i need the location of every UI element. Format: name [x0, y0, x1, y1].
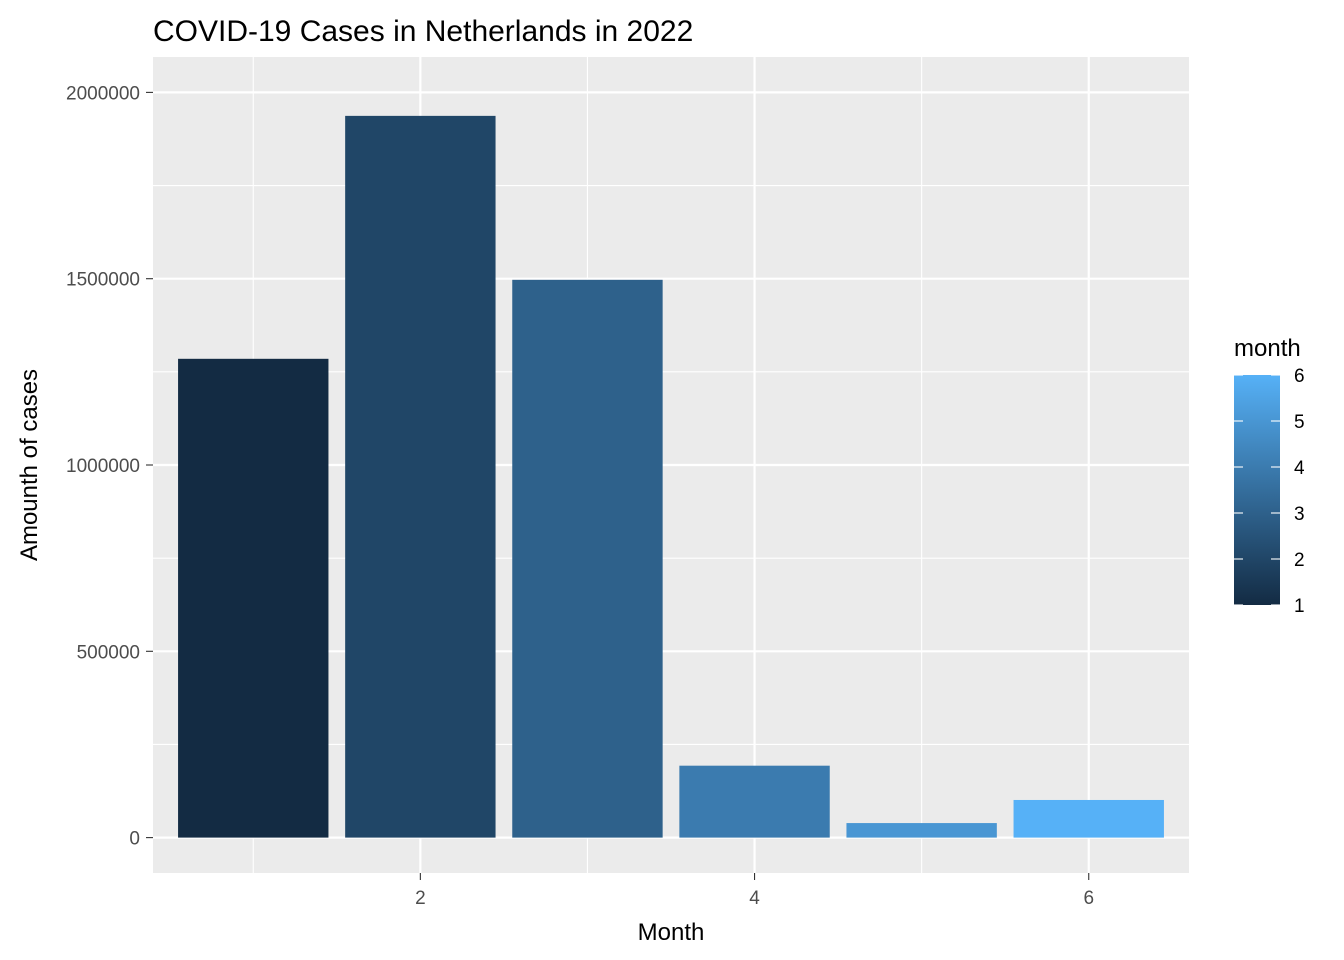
- bar-month-2: [345, 115, 496, 838]
- bars: [178, 115, 1164, 838]
- legend: month 1 2 3 4 5 6: [1234, 335, 1305, 617]
- chart-title: COVID-19 Cases in Netherlands in 2022: [153, 15, 693, 48]
- y-tick-label: 500000: [77, 642, 140, 663]
- bar-month-1: [178, 358, 329, 838]
- bar-month-5: [846, 823, 997, 838]
- legend-title: month: [1234, 335, 1301, 362]
- x-tick-label: 4: [749, 888, 760, 909]
- x-axis-label: Month: [638, 919, 705, 946]
- y-axis-label: Amounth of cases: [16, 369, 43, 561]
- legend-tick-label: 5: [1294, 412, 1305, 433]
- y-tick-label: 0: [129, 829, 140, 850]
- legend-tick-label: 1: [1294, 596, 1305, 617]
- legend-tick-label: 2: [1294, 550, 1305, 571]
- legend-tick-label: 3: [1294, 504, 1305, 525]
- legend-tick-label: 6: [1294, 366, 1305, 387]
- legend-colorbar: [1234, 375, 1280, 605]
- axes: 0 500000 1000000 1500000 2000000 2 4 6: [66, 83, 1094, 909]
- x-tick-label: 2: [415, 888, 426, 909]
- bar-month-4: [679, 765, 830, 838]
- bar-month-6: [1013, 799, 1164, 838]
- y-tick-label: 1500000: [66, 270, 140, 291]
- y-tick-label: 1000000: [66, 456, 140, 477]
- x-tick-label: 6: [1083, 888, 1094, 909]
- bar-month-3: [512, 279, 663, 838]
- y-tick-label: 2000000: [66, 83, 140, 104]
- legend-tick-label: 4: [1294, 458, 1305, 479]
